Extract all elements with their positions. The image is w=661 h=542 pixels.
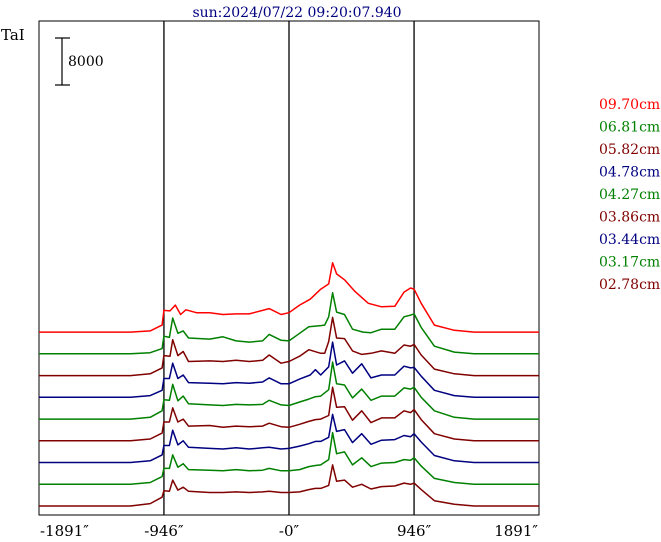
- x-tick-label-4: 1891″: [494, 522, 538, 540]
- legend-entry-03.44cm: 03.44cm: [599, 232, 660, 248]
- series-line-03.86cm: [39, 386, 539, 442]
- legend-entry-03.17cm: 03.17cm: [599, 255, 660, 271]
- series-line-03.17cm: [39, 431, 539, 486]
- x-tick-label-0: -1891″: [40, 522, 89, 540]
- series-line-05.82cm: [39, 316, 539, 377]
- series-line-02.78cm: [39, 464, 539, 507]
- legend-entry-04.78cm: 04.78cm: [599, 165, 660, 181]
- vertical-reference-lines: [163, 21, 415, 515]
- series-line-04.78cm: [39, 341, 539, 399]
- legend-entry-06.81cm: 06.81cm: [599, 120, 660, 136]
- y-axis-label: TaI: [1, 26, 25, 44]
- x-axis-ticks: -1891″ -946″ -0″ 946″ 1891″: [40, 522, 538, 540]
- x-tick-label-3: 946″: [397, 522, 432, 540]
- series-line-06.81cm: [39, 291, 539, 355]
- legend-entry-05.82cm: 05.82cm: [599, 142, 660, 158]
- legend-entry-09.70cm: 09.70cm: [599, 97, 660, 113]
- legend-entry-03.86cm: 03.86cm: [599, 210, 660, 226]
- x-tick-label-1: -946″: [144, 522, 184, 540]
- spectra-series: [39, 262, 539, 507]
- scale-bar: 8000: [55, 37, 104, 86]
- series-line-03.44cm: [39, 413, 539, 464]
- chart-title: sun:2024/07/22 09:20:07.940: [192, 5, 401, 21]
- legend-entry-04.27cm: 04.27cm: [599, 187, 660, 203]
- scale-bar-label: 8000: [68, 54, 104, 70]
- legend-entry-02.78cm: 02.78cm: [599, 277, 660, 293]
- legend: 09.70cm 06.81cm 05.82cm 04.78cm 04.27cm 03.86…: [599, 97, 660, 293]
- x-tick-label-2: -0″: [279, 522, 300, 540]
- series-line-09.70cm: [39, 262, 539, 333]
- series-line-04.27cm: [39, 361, 539, 420]
